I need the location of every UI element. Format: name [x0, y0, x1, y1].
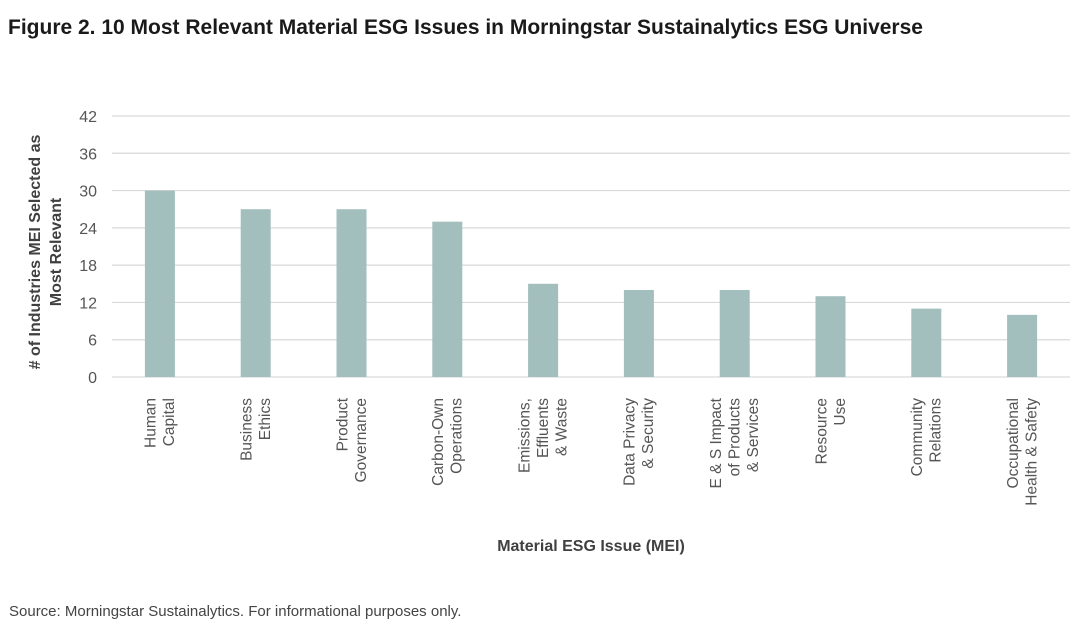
y-axis-title: Most Relevant: [48, 197, 65, 306]
y-tick-label: 24: [79, 221, 97, 238]
x-category-label: Occupational: [1005, 398, 1022, 488]
y-tick-label: 6: [88, 333, 97, 350]
y-axis-title: # of Industries MEI Selected as: [27, 135, 44, 370]
bar: [911, 308, 942, 377]
gridlines: [112, 115, 1070, 378]
x-category-label: Product: [334, 397, 351, 451]
x-axis-category-labels: Human Capital Business Ethics Product Governa…: [143, 397, 1041, 505]
x-category-label: Carbon-Own: [430, 398, 447, 486]
x-category-label: Human: [143, 398, 160, 448]
bar: [623, 290, 654, 377]
bars: [144, 190, 1038, 377]
bar: [336, 209, 367, 377]
x-category-label: Capital: [161, 398, 178, 446]
x-axis-title: Material ESG Issue (MEI): [497, 538, 685, 555]
bar: [815, 296, 846, 377]
x-category-label: Effluents: [535, 398, 552, 458]
y-tick-label: 30: [79, 184, 97, 201]
x-category-label: & Waste: [554, 398, 571, 456]
x-category-label: Relations: [928, 398, 945, 463]
x-category-label: Resource: [813, 398, 830, 464]
axis-titles: Material ESG Issue (MEI) # of Industries …: [27, 135, 685, 555]
bar-chart: 0 6 12 18 24 30 36 42 Human Capital Business Ethic…: [27, 109, 1070, 555]
x-category-label: Health & Safety: [1023, 398, 1040, 506]
x-category-label: Use: [832, 398, 849, 426]
y-tick-label: 0: [88, 370, 97, 387]
x-category-label: E & S Impact: [708, 397, 725, 488]
x-category-label: Data Privacy: [622, 398, 639, 486]
x-category-label: Business: [238, 398, 255, 461]
x-category-label: & Security: [640, 398, 657, 469]
bar: [528, 283, 559, 377]
x-category-label: Governance: [353, 398, 370, 482]
bar: [432, 221, 463, 377]
y-tick-label: 36: [79, 146, 97, 163]
y-axis-ticks: 0 6 12 18 24 30 36 42: [79, 109, 97, 387]
x-category-label: Ethics: [257, 398, 274, 440]
chart-title: Figure 2. 10 Most Relevant Material ESG …: [8, 16, 923, 39]
x-category-label: Operations: [449, 398, 466, 474]
bar: [144, 190, 175, 377]
x-category-label: Emissions,: [517, 398, 534, 473]
y-tick-label: 18: [79, 258, 97, 275]
x-category-label: of Products: [727, 398, 744, 477]
bar: [240, 209, 271, 377]
x-category-label: & Services: [745, 398, 762, 472]
bar: [1007, 314, 1038, 377]
y-tick-label: 12: [79, 295, 97, 312]
x-category-label: Community: [909, 398, 926, 477]
bar: [719, 290, 750, 377]
y-tick-label: 42: [79, 109, 97, 126]
source-note: Source: Morningstar Sustainalytics. For …: [9, 603, 462, 620]
